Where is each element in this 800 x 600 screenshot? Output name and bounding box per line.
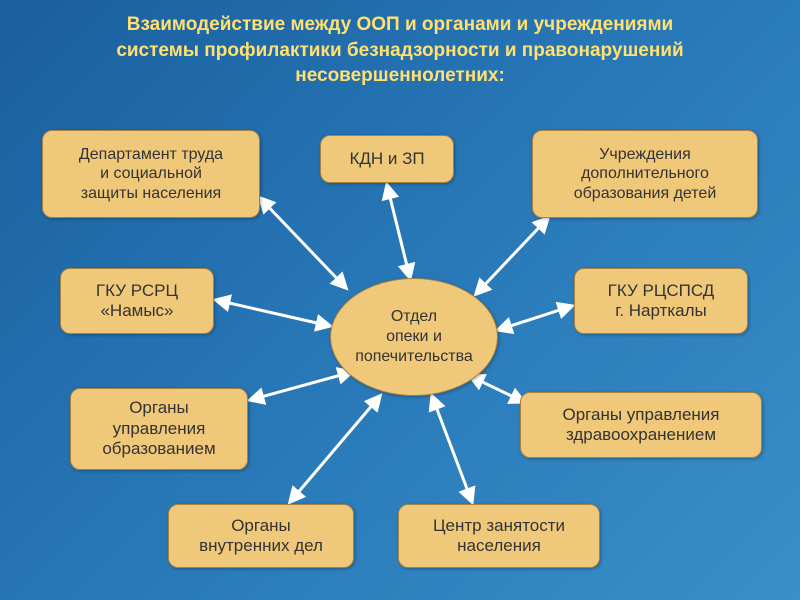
node-n1: Департамент трудаи социальнойзащиты насе… [42, 130, 260, 218]
title-line-3: несовершеннолетних: [40, 63, 760, 89]
page-title: Взаимодействие между ООП и органами и уч… [0, 0, 800, 97]
title-line-1: Взаимодействие между ООП и органами и уч… [40, 12, 760, 38]
node-n5: ГКУ РЦСПСДг. Нарткалы [574, 268, 748, 334]
node-n2: КДН и ЗП [320, 135, 454, 183]
arrow-n4 [216, 300, 330, 326]
arrow-n6 [250, 372, 352, 400]
node-n9: Центр занятостинаселения [398, 504, 600, 568]
node-n3: Учреждениядополнительногообразования дет… [532, 130, 758, 218]
arrow-n9 [432, 396, 472, 502]
arrow-n1 [260, 198, 346, 288]
arrow-n3 [476, 218, 548, 294]
node-n8: Органывнутренних дел [168, 504, 354, 568]
node-n6: Органыуправленияобразованием [70, 388, 248, 470]
arrow-n7 [470, 376, 524, 402]
arrow-n5 [498, 306, 572, 330]
arrow-n2 [387, 185, 410, 278]
node-n4: ГКУ РСРЦ«Намыс» [60, 268, 214, 334]
arrow-n8 [290, 396, 380, 502]
title-line-2: системы профилактики безнадзорности и пр… [40, 38, 760, 64]
node-n7: Органы управленияздравоохранением [520, 392, 762, 458]
center-node: Отделопеки ипопечительства [330, 278, 498, 396]
